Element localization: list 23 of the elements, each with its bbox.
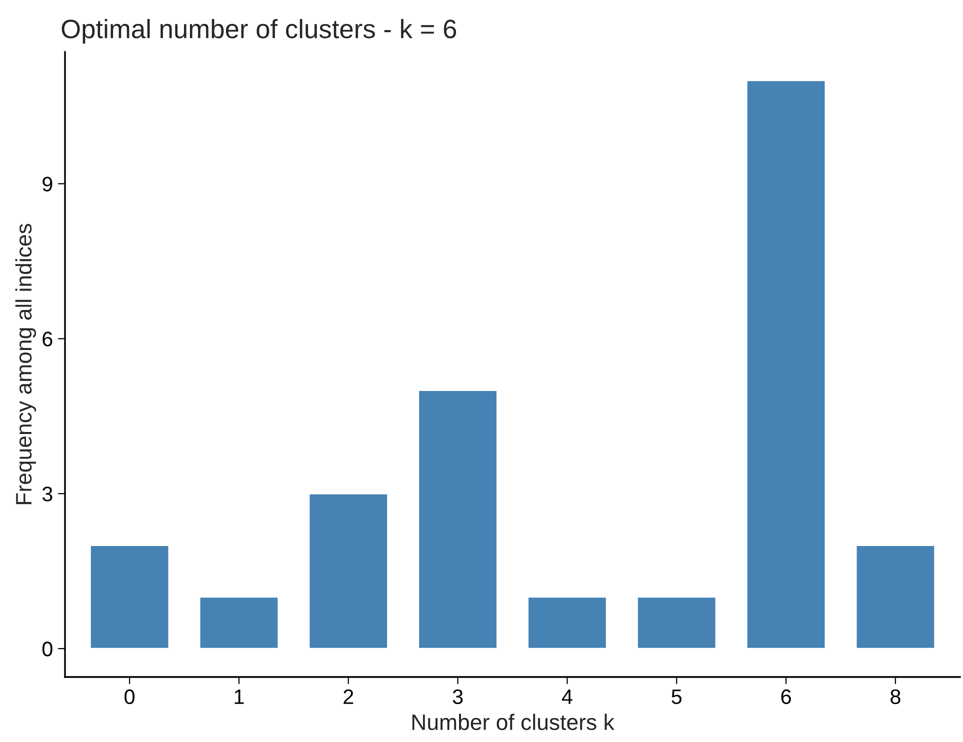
y-axis-title: Frequency among all indices bbox=[15, 224, 36, 504]
bar bbox=[746, 80, 826, 650]
x-tick-label: 6 bbox=[781, 689, 791, 704]
bar bbox=[418, 390, 498, 650]
y-tick-label: 0 bbox=[42, 642, 52, 656]
x-tick-label: 1 bbox=[234, 690, 244, 704]
bar bbox=[198, 596, 280, 650]
bar bbox=[855, 544, 936, 650]
chart-title: Optimal number of clusters - k = 6 bbox=[62, 18, 456, 44]
x-axis-title: Number of clusters k bbox=[412, 714, 614, 730]
bar bbox=[89, 544, 170, 650]
x-tick-label: 5 bbox=[672, 690, 682, 704]
y-tick-label: 9 bbox=[42, 176, 52, 192]
x-tick-label: 8 bbox=[890, 689, 900, 704]
bar bbox=[527, 596, 608, 650]
x-tick-label: 0 bbox=[124, 689, 135, 704]
y-tick-label: 3 bbox=[42, 486, 52, 502]
bar bbox=[308, 492, 388, 650]
x-tick-label: 4 bbox=[562, 690, 572, 704]
y-tick-label: 6 bbox=[42, 332, 52, 346]
bar bbox=[636, 596, 717, 650]
x-tick-label: 2 bbox=[344, 689, 354, 704]
x-tick-label: 3 bbox=[452, 689, 463, 704]
